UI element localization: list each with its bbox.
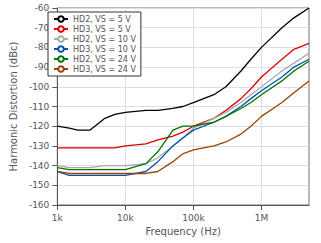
- svg-text:HD3, VS = 10 V: HD3, VS = 10 V: [73, 45, 136, 54]
- svg-text:-80: -80: [35, 42, 50, 52]
- svg-text:HD2, VS = 24 V: HD2, VS = 24 V: [73, 55, 136, 64]
- svg-text:-90: -90: [35, 62, 50, 72]
- svg-text:-130: -130: [29, 141, 50, 151]
- svg-text:HD2, VS = 10 V: HD2, VS = 10 V: [73, 35, 136, 44]
- svg-text:1M: 1M: [255, 213, 269, 223]
- svg-text:-160: -160: [29, 200, 50, 210]
- svg-text:HD3, VS = 5 V: HD3, VS = 5 V: [73, 25, 131, 34]
- svg-text:-120: -120: [29, 121, 50, 131]
- svg-text:-150: -150: [29, 180, 50, 190]
- svg-text:Frequency (Hz): Frequency (Hz): [145, 226, 221, 237]
- svg-text:100k: 100k: [182, 213, 205, 223]
- svg-text:-140: -140: [29, 161, 50, 171]
- svg-text:1k: 1k: [52, 213, 64, 223]
- svg-text:-60: -60: [35, 3, 50, 13]
- svg-text:-110: -110: [29, 102, 50, 112]
- svg-text:HD3, VS = 24 V: HD3, VS = 24 V: [73, 65, 136, 74]
- svg-text:-100: -100: [29, 82, 50, 92]
- svg-text:Harmonic Distortion (dBc): Harmonic Distortion (dBc): [8, 41, 19, 171]
- svg-text:HD2, VS = 5 V: HD2, VS = 5 V: [73, 15, 131, 24]
- svg-text:10k: 10k: [117, 213, 134, 223]
- svg-text:-70: -70: [35, 23, 50, 33]
